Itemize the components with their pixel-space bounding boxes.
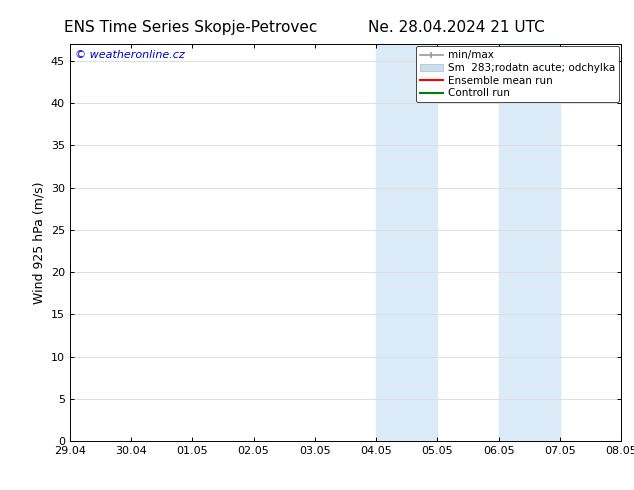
Bar (499, 44, 529, 441)
Legend: min/max, Sm  283;rodatn acute; odchylka, Ensemble mean run, Controll run: min/max, Sm 283;rodatn acute; odchylka, … (415, 46, 619, 102)
Y-axis label: Wind 925 hPa (m/s): Wind 925 hPa (m/s) (32, 181, 45, 304)
Text: © weatheronline.cz: © weatheronline.cz (75, 50, 185, 60)
Bar (529, 44, 560, 441)
Text: Ne. 28.04.2024 21 UTC: Ne. 28.04.2024 21 UTC (368, 20, 545, 35)
Bar (407, 44, 437, 441)
Bar (376, 44, 407, 441)
Text: ENS Time Series Skopje-Petrovec: ENS Time Series Skopje-Petrovec (63, 20, 317, 35)
